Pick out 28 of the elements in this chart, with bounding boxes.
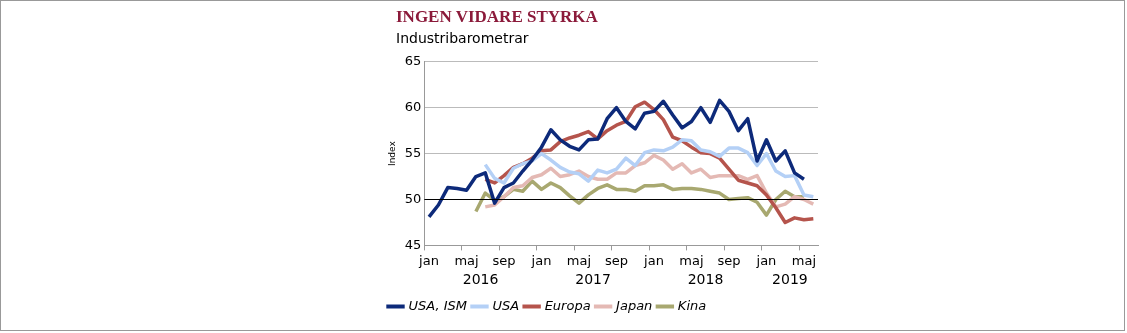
text: 2016 (462, 271, 499, 288)
legend-label: Europa (544, 297, 591, 313)
y-tick-label: 50 (404, 190, 422, 206)
x-tick-label: jan (418, 252, 439, 268)
y-tick-label: 55 (404, 144, 422, 160)
chart-subtitle: Industribarometrar (396, 30, 529, 46)
x-tick-label: jan (643, 252, 664, 268)
x-tick-label: jan (755, 252, 777, 268)
legend-label: Japan (613, 297, 653, 313)
x-tick-label: maj (566, 252, 592, 268)
x-tick-label: sep (492, 252, 516, 268)
y-tick-label: 60 (404, 99, 422, 115)
chart-title: INGEN VIDARE STYRKA (396, 7, 598, 27)
text: 2019 (772, 271, 808, 288)
x-tick-label: sep (604, 252, 628, 268)
x-tick-label: maj (791, 252, 817, 268)
text: 2018 (687, 271, 724, 288)
y-tick-label: 45 (404, 236, 422, 252)
legend-label: Kina (677, 297, 707, 313)
legend-label: USA (492, 297, 520, 313)
y-axis-title: Index (386, 140, 397, 166)
text: 2017 (575, 271, 611, 288)
x-tick-label: jan (530, 252, 552, 268)
y-tick-label: 65 (404, 53, 422, 69)
x-tick-label: maj (679, 252, 704, 268)
x-tick-label: sep (717, 252, 741, 268)
legend-label: USA, ISM (408, 297, 467, 313)
x-tick-label: maj (454, 252, 479, 268)
